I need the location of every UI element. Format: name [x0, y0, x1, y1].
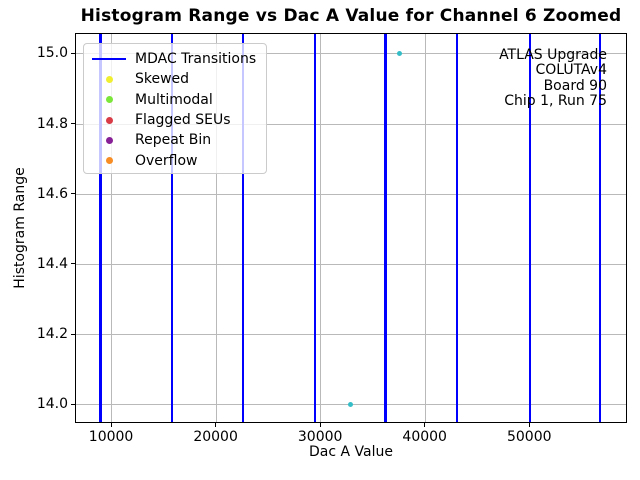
mdac-transition-line — [241, 34, 245, 422]
dot-swatch — [105, 75, 113, 83]
mdac-transition-line — [455, 34, 459, 422]
legend-marker-icon — [92, 96, 126, 104]
y-gridline — [76, 334, 626, 336]
x-tick-label: 30000 — [297, 429, 343, 445]
y-tick-mark — [71, 123, 75, 125]
x-tick-mark — [110, 423, 112, 427]
legend-item: Overflow — [92, 150, 258, 170]
mdac-transition-line — [528, 34, 532, 422]
y-tick-label: 14.0 — [36, 396, 68, 413]
y-tick-mark — [71, 193, 75, 195]
y-gridline — [76, 123, 626, 125]
dot-swatch — [105, 157, 113, 165]
legend-item: Repeat Bin — [92, 130, 258, 150]
legend-item: MDAC Transitions — [92, 49, 258, 69]
x-tick-mark — [528, 423, 530, 427]
x-tick-mark — [319, 423, 321, 427]
y-tick-label: 14.6 — [36, 185, 68, 202]
y-tick-mark — [71, 263, 75, 265]
x-tick-mark — [215, 423, 217, 427]
annotation-line: COLUTAv4 — [535, 62, 607, 79]
x-tick-mark — [424, 423, 426, 427]
legend-label: Repeat Bin — [135, 132, 212, 149]
x-gridline — [111, 34, 113, 422]
legend-item: Flagged SEUs — [92, 110, 258, 130]
legend-marker-icon — [92, 75, 126, 83]
mdac-transition-line — [170, 34, 174, 422]
legend-label: Flagged SEUs — [135, 112, 231, 129]
y-gridline — [76, 53, 626, 55]
y-tick-label: 14.8 — [36, 115, 68, 132]
x-tick-label: 40000 — [402, 429, 447, 445]
legend-label: Multimodal — [135, 91, 213, 108]
dot-swatch — [105, 136, 113, 144]
y-tick-mark — [71, 403, 75, 405]
legend-label: Skewed — [135, 71, 190, 88]
mdac-transition-line — [598, 34, 602, 422]
annotation-line: Board 90 — [543, 77, 607, 94]
annotation-line: ATLAS Upgrade — [499, 47, 607, 63]
legend-marker-icon — [92, 136, 126, 144]
legend-item: Multimodal — [92, 90, 258, 110]
y-tick-label: 14.4 — [36, 255, 68, 272]
dot-swatch — [105, 96, 113, 104]
data-point — [347, 401, 353, 407]
legend-item: Skewed — [92, 69, 258, 89]
dot-swatch — [105, 116, 113, 124]
mdac-transition-line — [313, 34, 317, 422]
y-tick-mark — [71, 333, 75, 335]
mdac-transition-line — [384, 34, 387, 422]
mdac-transition-line — [99, 34, 102, 422]
legend-marker-icon — [92, 157, 126, 165]
y-tick-label: 15.0 — [36, 45, 68, 62]
legend-line-icon — [92, 57, 126, 61]
legend-marker-icon — [92, 116, 126, 124]
x-gridline — [320, 34, 322, 422]
chart-title: Histogram Range vs Dac A Value for Chann… — [80, 6, 622, 26]
x-tick-label: 50000 — [506, 429, 552, 445]
legend-label: Overflow — [135, 152, 198, 169]
annotation-line: Chip 1, Run 75 — [504, 93, 607, 110]
x-gridline — [424, 34, 426, 422]
legend: MDAC Transitions Skewed Multimodal Flagged … — [83, 43, 267, 174]
y-axis-label: Histogram Range — [12, 167, 28, 289]
x-axis-label: Dac A Value — [309, 444, 393, 460]
y-tick-label: 14.2 — [36, 326, 68, 343]
line-swatch — [92, 57, 126, 61]
data-point — [396, 50, 402, 56]
y-tick-mark — [71, 52, 75, 54]
y-gridline — [76, 193, 626, 195]
x-tick-label: 20000 — [193, 429, 238, 445]
legend-label: MDAC Transitions — [135, 51, 257, 68]
x-tick-label: 10000 — [88, 429, 134, 445]
annotation-text: ATLAS Upgrade COLUTAv4 Board 90 Chip 1, Run… — [499, 47, 607, 110]
y-gridline — [76, 263, 626, 265]
x-gridline — [215, 34, 217, 422]
